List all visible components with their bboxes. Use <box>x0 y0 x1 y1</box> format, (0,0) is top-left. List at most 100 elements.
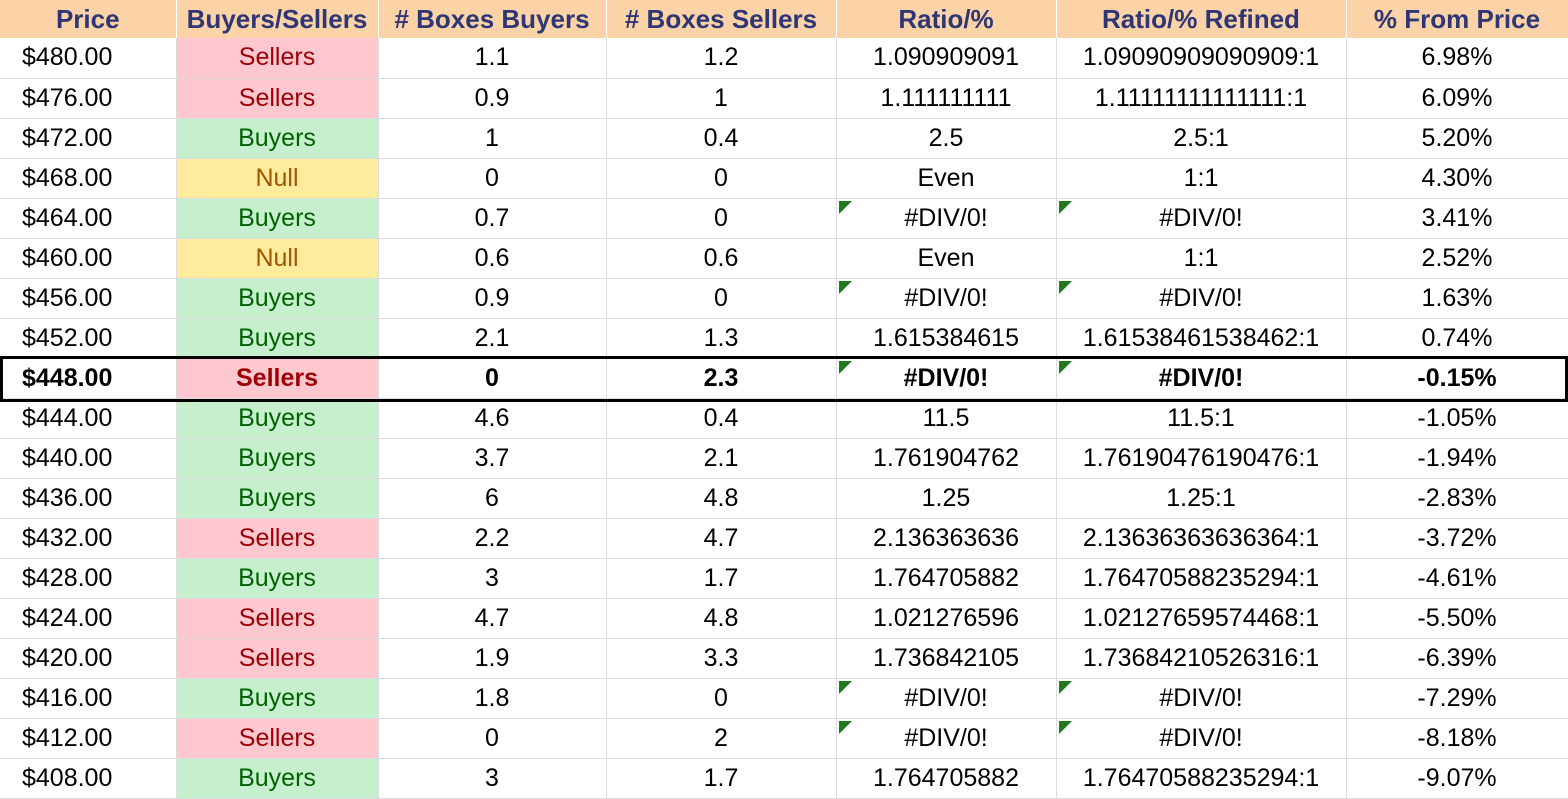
cell-price[interactable]: $460.00 <box>0 238 177 279</box>
cell-price[interactable]: $424.00 <box>0 598 177 639</box>
cell-boxes-buyers[interactable]: 3 <box>378 558 607 599</box>
cell-ratio[interactable]: #DIV/0! <box>836 718 1057 759</box>
cell-ratio-refined[interactable]: 1.25:1 <box>1056 478 1347 519</box>
cell-boxes-sellers[interactable]: 0 <box>606 278 837 319</box>
cell-ratio[interactable]: #DIV/0! <box>836 358 1057 399</box>
cell-price[interactable]: $420.00 <box>0 638 177 679</box>
cell-ratio[interactable]: 1.736842105 <box>836 638 1057 679</box>
cell-ratio[interactable]: Even <box>836 158 1057 199</box>
cell-from-price[interactable]: -1.94% <box>1346 438 1568 479</box>
cell-boxes-sellers[interactable]: 0.4 <box>606 118 837 159</box>
cell-ratio-refined[interactable]: 1:1 <box>1056 158 1347 199</box>
cell-boxes-sellers[interactable]: 1.3 <box>606 318 837 359</box>
cell-ratio-refined[interactable]: 1.61538461538462:1 <box>1056 318 1347 359</box>
cell-ratio[interactable]: 1.090909091 <box>836 38 1057 79</box>
cell-buyers-sellers[interactable]: Buyers <box>176 438 379 479</box>
cell-boxes-sellers[interactable]: 0 <box>606 198 837 239</box>
cell-boxes-buyers[interactable]: 3.7 <box>378 438 607 479</box>
cell-price[interactable]: $416.00 <box>0 678 177 719</box>
cell-price[interactable]: $468.00 <box>0 158 177 199</box>
cell-price[interactable]: $476.00 <box>0 78 177 119</box>
cell-from-price[interactable]: -0.15% <box>1346 358 1568 399</box>
cell-from-price[interactable]: -6.39% <box>1346 638 1568 679</box>
cell-buyers-sellers[interactable]: Sellers <box>176 78 379 119</box>
cell-price[interactable]: $464.00 <box>0 198 177 239</box>
cell-price[interactable]: $452.00 <box>0 318 177 359</box>
cell-boxes-sellers[interactable]: 3.3 <box>606 638 837 679</box>
cell-boxes-buyers[interactable]: 4.6 <box>378 398 607 439</box>
cell-ratio-refined[interactable]: 1.11111111111111:1 <box>1056 78 1347 119</box>
cell-boxes-sellers[interactable]: 0 <box>606 678 837 719</box>
cell-ratio[interactable]: 11.5 <box>836 398 1057 439</box>
cell-from-price[interactable]: 0.74% <box>1346 318 1568 359</box>
cell-buyers-sellers[interactable]: Buyers <box>176 678 379 719</box>
cell-ratio-refined[interactable]: 1.02127659574468:1 <box>1056 598 1347 639</box>
cell-price[interactable]: $408.00 <box>0 758 177 799</box>
cell-ratio-refined[interactable]: 1:1 <box>1056 238 1347 279</box>
cell-price[interactable]: $444.00 <box>0 398 177 439</box>
cell-ratio-refined[interactable]: 1.76470588235294:1 <box>1056 558 1347 599</box>
cell-boxes-buyers[interactable]: 0.9 <box>378 78 607 119</box>
cell-price[interactable]: $440.00 <box>0 438 177 479</box>
cell-ratio[interactable]: 1.764705882 <box>836 558 1057 599</box>
cell-from-price[interactable]: 1.63% <box>1346 278 1568 319</box>
cell-price[interactable]: $432.00 <box>0 518 177 559</box>
cell-ratio-refined[interactable]: 11.5:1 <box>1056 398 1347 439</box>
cell-boxes-buyers[interactable]: 2.2 <box>378 518 607 559</box>
cell-boxes-sellers[interactable]: 0 <box>606 158 837 199</box>
cell-boxes-buyers[interactable]: 1.1 <box>378 38 607 79</box>
cell-ratio[interactable]: #DIV/0! <box>836 678 1057 719</box>
cell-boxes-buyers[interactable]: 6 <box>378 478 607 519</box>
cell-from-price[interactable]: -3.72% <box>1346 518 1568 559</box>
cell-boxes-sellers[interactable]: 1.7 <box>606 758 837 799</box>
cell-boxes-buyers[interactable]: 3 <box>378 758 607 799</box>
cell-buyers-sellers[interactable]: Buyers <box>176 118 379 159</box>
cell-price[interactable]: $472.00 <box>0 118 177 159</box>
cell-ratio[interactable]: 2.5 <box>836 118 1057 159</box>
cell-from-price[interactable]: -1.05% <box>1346 398 1568 439</box>
cell-buyers-sellers[interactable]: Buyers <box>176 558 379 599</box>
cell-from-price[interactable]: -9.07% <box>1346 758 1568 799</box>
cell-buyers-sellers[interactable]: Sellers <box>176 638 379 679</box>
cell-buyers-sellers[interactable]: Sellers <box>176 518 379 559</box>
header-buyers-sellers[interactable]: Buyers/Sellers <box>176 0 379 38</box>
cell-boxes-sellers[interactable]: 4.7 <box>606 518 837 559</box>
cell-price[interactable]: $456.00 <box>0 278 177 319</box>
cell-boxes-buyers[interactable]: 1.9 <box>378 638 607 679</box>
cell-ratio[interactable]: 1.111111111 <box>836 78 1057 119</box>
cell-from-price[interactable]: -2.83% <box>1346 478 1568 519</box>
cell-boxes-buyers[interactable]: 1.8 <box>378 678 607 719</box>
cell-from-price[interactable]: 5.20% <box>1346 118 1568 159</box>
header-boxes-sellers[interactable]: # Boxes Sellers <box>606 0 837 38</box>
cell-boxes-sellers[interactable]: 2.1 <box>606 438 837 479</box>
cell-ratio[interactable]: 2.136363636 <box>836 518 1057 559</box>
cell-boxes-sellers[interactable]: 4.8 <box>606 478 837 519</box>
cell-boxes-sellers[interactable]: 2.3 <box>606 358 837 399</box>
cell-boxes-sellers[interactable]: 4.8 <box>606 598 837 639</box>
cell-ratio[interactable]: #DIV/0! <box>836 198 1057 239</box>
cell-boxes-buyers[interactable]: 0.6 <box>378 238 607 279</box>
cell-from-price[interactable]: -5.50% <box>1346 598 1568 639</box>
cell-buyers-sellers[interactable]: Sellers <box>176 358 379 399</box>
cell-buyers-sellers[interactable]: Buyers <box>176 398 379 439</box>
cell-price[interactable]: $412.00 <box>0 718 177 759</box>
cell-buyers-sellers[interactable]: Buyers <box>176 758 379 799</box>
header-price[interactable]: Price <box>0 0 177 38</box>
cell-ratio-refined[interactable]: 2.5:1 <box>1056 118 1347 159</box>
cell-buyers-sellers[interactable]: Buyers <box>176 478 379 519</box>
cell-ratio[interactable]: Even <box>836 238 1057 279</box>
cell-from-price[interactable]: -8.18% <box>1346 718 1568 759</box>
header-ratio[interactable]: Ratio/% <box>836 0 1057 38</box>
cell-price[interactable]: $448.00 <box>0 358 177 399</box>
cell-boxes-sellers[interactable]: 2 <box>606 718 837 759</box>
cell-from-price[interactable]: 4.30% <box>1346 158 1568 199</box>
cell-buyers-sellers[interactable]: Null <box>176 158 379 199</box>
cell-boxes-sellers[interactable]: 0.4 <box>606 398 837 439</box>
cell-buyers-sellers[interactable]: Buyers <box>176 318 379 359</box>
cell-ratio-refined[interactable]: #DIV/0! <box>1056 278 1347 319</box>
cell-ratio-refined[interactable]: 1.73684210526316:1 <box>1056 638 1347 679</box>
cell-ratio-refined[interactable]: 1.09090909090909:1 <box>1056 38 1347 79</box>
cell-from-price[interactable]: -7.29% <box>1346 678 1568 719</box>
cell-price[interactable]: $436.00 <box>0 478 177 519</box>
cell-ratio-refined[interactable]: 1.76190476190476:1 <box>1056 438 1347 479</box>
